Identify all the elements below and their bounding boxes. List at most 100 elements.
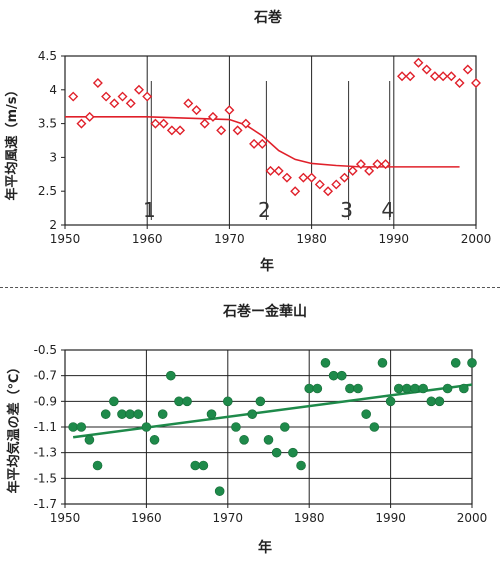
data-point: [279, 422, 290, 432]
data-point: [450, 358, 461, 368]
data-point: [434, 396, 445, 407]
trend-line: [72, 383, 473, 439]
data-point: [263, 435, 274, 445]
y-tick-label: -0.5: [34, 343, 57, 357]
data-point: [68, 422, 78, 432]
data-point: [175, 125, 186, 136]
data-point: [166, 125, 177, 136]
x-axis-label: 年: [260, 257, 274, 274]
data-point: [240, 118, 251, 129]
data-point: [296, 460, 306, 471]
data-point: [92, 78, 103, 89]
data-point: [336, 370, 347, 381]
data-point: [323, 186, 334, 197]
annotation-label: 2: [258, 198, 271, 222]
data-point: [183, 98, 194, 109]
data-point: [199, 118, 210, 129]
data-point: [265, 165, 276, 176]
annotation-label: 3: [340, 198, 353, 222]
data-point: [207, 111, 218, 122]
x-tick-label: 1970: [214, 232, 245, 246]
data-point: [331, 179, 342, 190]
data-point: [369, 422, 380, 432]
x-tick-label: 1990: [379, 232, 410, 246]
data-point: [418, 383, 428, 394]
data-point: [288, 447, 298, 458]
data-point: [462, 64, 473, 75]
data-point: [232, 125, 243, 136]
data-point: [166, 370, 176, 381]
data-point: [117, 409, 127, 419]
data-point: [380, 159, 391, 170]
data-point: [239, 435, 249, 445]
data-point: [224, 105, 235, 116]
data-point: [273, 165, 284, 176]
data-point: [257, 138, 268, 149]
data-point: [125, 98, 136, 109]
data-point: [68, 91, 79, 102]
y-tick-label: 2: [49, 218, 57, 232]
data-point: [206, 409, 217, 419]
data-point: [92, 460, 103, 471]
section-divider: [0, 287, 500, 288]
data-point: [191, 105, 202, 116]
data-point: [149, 435, 160, 445]
temperature-diff-chart: 石巻ー金華山 年平均気温の差（℃） 年 1950 1960 1970 1980 1990…: [6, 303, 487, 556]
data-point: [158, 118, 169, 129]
data-point: [459, 383, 469, 394]
data-point: [471, 78, 481, 89]
data-point: [271, 447, 282, 458]
wind-speed-chart: 石巻 年平均風速（m/s） 年 1950 1960 1970 1980 1990 2000…: [4, 9, 491, 274]
data-point: [216, 125, 227, 136]
data-point: [402, 383, 412, 394]
y-tick-label: -1.5: [34, 471, 57, 485]
data-point: [133, 84, 144, 95]
y-tick-label: -1.7: [34, 497, 57, 511]
y-tick-label: 4.5: [38, 49, 57, 63]
data-point: [150, 118, 161, 129]
x-tick-label: 1950: [50, 511, 81, 525]
data-point: [421, 64, 432, 75]
x-tick-label: 1990: [375, 511, 406, 525]
y-tick-label: -0.7: [34, 369, 57, 383]
plot-area: 1950 1960 1970 1980 1990 2000 2 2.5 3 3.5 4 4.5 1 2 3 4: [38, 49, 491, 246]
data-point: [339, 172, 350, 183]
data-point: [446, 71, 457, 82]
data-point: [361, 409, 371, 419]
data-point: [198, 460, 209, 471]
data-point: [76, 118, 87, 129]
y-tick-label: -1.3: [34, 446, 57, 460]
plot-frame: [64, 55, 477, 226]
data-point: [314, 179, 325, 190]
data-point: [353, 383, 363, 394]
data-point: [231, 422, 241, 432]
y-tick-label: 3: [49, 150, 57, 164]
data-point: [117, 91, 128, 102]
data-point: [247, 409, 258, 419]
data-point: [223, 396, 233, 407]
data-point: [101, 91, 112, 102]
data-point: [290, 186, 301, 197]
annotation-label: 1: [143, 198, 156, 222]
data-point: [385, 396, 396, 407]
data-point: [405, 71, 416, 82]
y-tick-label: 2.5: [38, 184, 57, 198]
data-point: [84, 435, 95, 445]
data-point: [255, 396, 266, 407]
data-point: [312, 383, 323, 394]
data-point: [76, 422, 87, 432]
data-point: [429, 71, 440, 82]
data-point: [133, 409, 144, 419]
x-tick-label: 1980: [296, 232, 327, 246]
data-point: [320, 358, 331, 368]
data-point: [454, 78, 465, 89]
trend-line: [65, 116, 460, 168]
y-tick-label: -0.9: [34, 394, 57, 408]
y-tick-label: 4: [49, 83, 57, 97]
data-point: [214, 486, 225, 496]
data-point: [372, 159, 383, 170]
x-tick-label: 1950: [50, 232, 81, 246]
data-point: [355, 159, 366, 170]
data-point: [442, 383, 453, 394]
